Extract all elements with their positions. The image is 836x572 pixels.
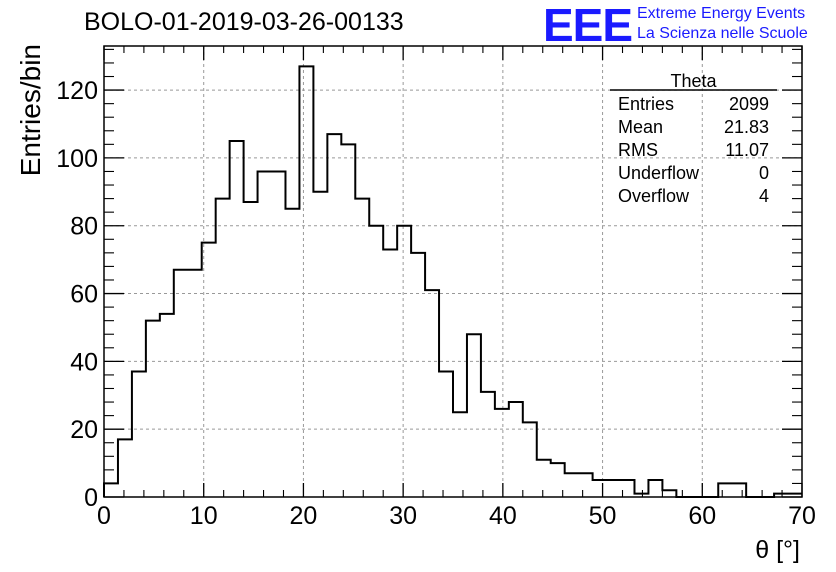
stats-label: RMS xyxy=(618,140,658,160)
stats-value: 21.83 xyxy=(724,117,769,137)
x-tick-label: 0 xyxy=(97,502,111,530)
y-tick-label: 40 xyxy=(70,348,98,376)
y-tick-label: 100 xyxy=(56,145,98,173)
x-tick-label: 20 xyxy=(290,502,318,530)
stats-value: 11.07 xyxy=(725,140,769,160)
x-tick-label: 10 xyxy=(190,502,218,530)
x-tick-label: 40 xyxy=(489,502,517,530)
x-tick-label: 60 xyxy=(688,502,716,530)
y-tick-label: 20 xyxy=(70,416,98,444)
stats-label: Overflow xyxy=(618,186,690,206)
eee-logo: EEE xyxy=(543,0,633,51)
x-tick-label: 70 xyxy=(788,502,816,530)
y-axis-label: Entries/bin xyxy=(15,44,46,176)
plot-title: BOLO-01-2019-03-26-00133 xyxy=(84,8,404,36)
x-axis-label: θ [°] xyxy=(755,536,800,564)
logo-text-line2: La Scienza nelle Scuole xyxy=(637,25,808,42)
y-tick-label: 80 xyxy=(70,213,98,241)
y-tick-label: 0 xyxy=(84,484,98,512)
stats-value: 4 xyxy=(759,186,769,206)
stats-label: Entries xyxy=(618,94,674,114)
stats-value: 2099 xyxy=(729,94,769,114)
logo-text-line1: Extreme Energy Events xyxy=(637,5,806,22)
axis-ticks xyxy=(103,46,803,498)
y-tick-label: 120 xyxy=(56,77,98,105)
y-tick-label: 60 xyxy=(70,281,98,309)
stats-label: Mean xyxy=(618,117,663,137)
stats-box: Theta Entries 2099 Mean 21.83 RMS 11.07 Underfl… xyxy=(610,71,777,206)
x-tick-label: 50 xyxy=(589,502,617,530)
histogram-series xyxy=(103,65,802,498)
x-tick-label: 30 xyxy=(389,502,417,530)
grid-lines xyxy=(104,46,802,497)
stats-value: 0 xyxy=(759,163,769,183)
plot-frame xyxy=(103,45,803,498)
stats-label: Underflow xyxy=(618,163,700,183)
stats-title: Theta xyxy=(670,71,717,91)
